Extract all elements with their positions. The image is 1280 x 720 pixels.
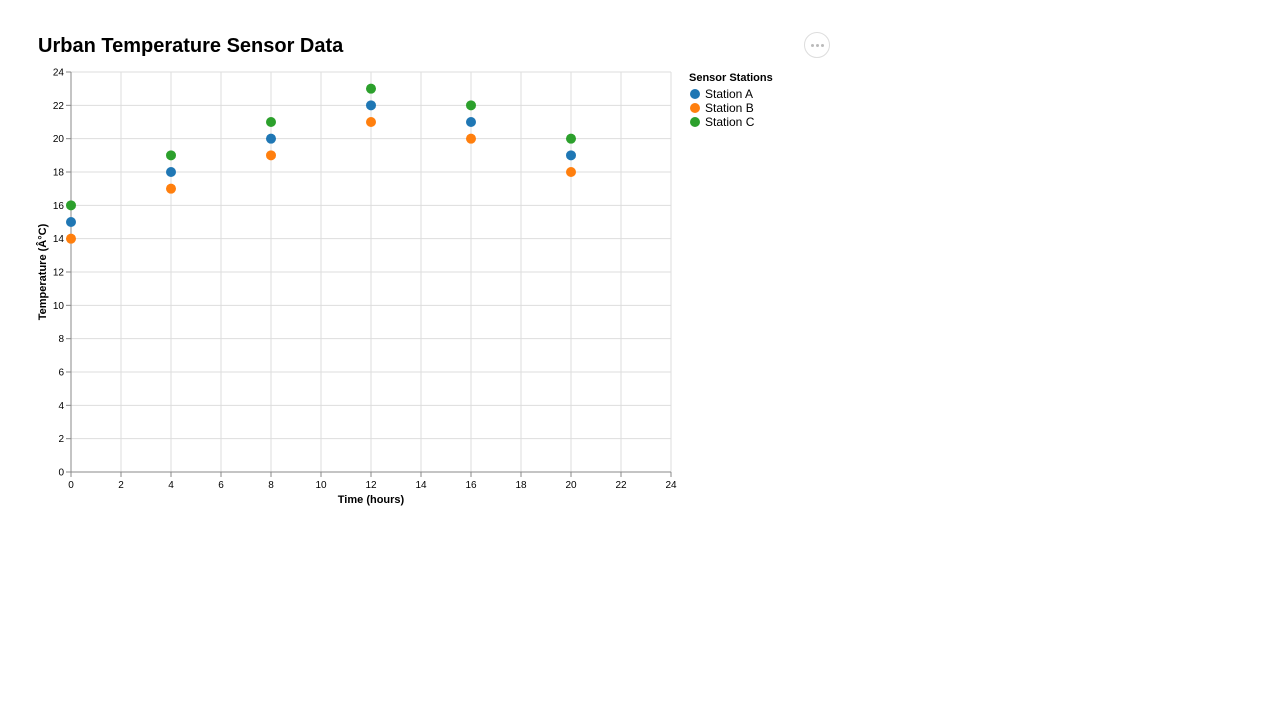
y-axis-title: Temperature (Â°C) bbox=[36, 223, 49, 320]
legend-marker bbox=[690, 89, 700, 99]
y-tick-label: 22 bbox=[53, 101, 65, 112]
y-tick-label: 10 bbox=[53, 301, 65, 312]
data-point bbox=[566, 133, 576, 144]
legend-label: Station B bbox=[705, 101, 754, 115]
data-points bbox=[66, 83, 576, 244]
page-title: Urban Temperature Sensor Data bbox=[38, 35, 344, 57]
data-point bbox=[266, 117, 276, 127]
data-point bbox=[66, 200, 76, 211]
y-tick-label: 24 bbox=[53, 68, 65, 79]
x-tick-label: 16 bbox=[465, 480, 477, 491]
x-axis-title: Time (hours) bbox=[338, 494, 405, 506]
data-point bbox=[366, 83, 376, 94]
x-tick-label: 12 bbox=[365, 480, 377, 491]
x-tick-label: 20 bbox=[565, 480, 577, 491]
legend-marker bbox=[690, 117, 700, 127]
y-tick-label: 12 bbox=[53, 268, 65, 279]
x-tick-label: 0 bbox=[68, 480, 74, 491]
y-tick-label: 20 bbox=[53, 134, 65, 145]
legend-label: Station A bbox=[705, 87, 753, 101]
grid bbox=[70, 71, 672, 473]
x-tick-label: 10 bbox=[315, 480, 327, 491]
y-tick-label: 8 bbox=[58, 334, 64, 345]
x-tick-label: 6 bbox=[218, 480, 224, 491]
x-tick-label: 24 bbox=[665, 480, 677, 491]
y-tick-label: 0 bbox=[58, 468, 64, 479]
data-point bbox=[366, 100, 376, 111]
axes: 0 2 4 6 8 10 12 14 16 18 20 22 240246810121416182022… bbox=[53, 68, 677, 492]
x-tick-label: 4 bbox=[168, 480, 174, 491]
more-horizontal-icon bbox=[810, 43, 814, 47]
y-tick-label: 18 bbox=[53, 168, 65, 179]
y-tick-label: 2 bbox=[58, 434, 64, 445]
y-tick-label: 6 bbox=[58, 368, 64, 379]
x-tick-label: 2 bbox=[118, 480, 124, 491]
x-tick-label: 8 bbox=[268, 480, 274, 491]
data-point bbox=[566, 167, 576, 177]
y-tick-label: 4 bbox=[58, 401, 64, 412]
x-tick-label: 18 bbox=[515, 480, 527, 491]
data-point bbox=[166, 183, 176, 194]
data-point bbox=[466, 100, 476, 111]
data-point bbox=[466, 133, 476, 144]
data-point bbox=[166, 150, 176, 161]
data-point bbox=[166, 167, 176, 177]
data-point bbox=[266, 133, 276, 144]
legend-label: Station C bbox=[705, 115, 755, 129]
legend-marker bbox=[690, 103, 700, 113]
x-tick-label: 22 bbox=[615, 480, 627, 491]
y-tick-label: 14 bbox=[53, 234, 65, 245]
data-point bbox=[66, 233, 76, 244]
data-point bbox=[466, 117, 476, 127]
data-point bbox=[566, 150, 576, 161]
legend-title: Sensor Stations bbox=[689, 72, 773, 84]
data-point bbox=[266, 150, 276, 161]
data-point bbox=[366, 117, 376, 127]
x-tick-label: 14 bbox=[415, 480, 427, 491]
y-tick-label: 16 bbox=[53, 201, 65, 212]
data-point bbox=[66, 217, 76, 227]
more-horizontal-icon bbox=[815, 43, 819, 47]
more-horizontal-icon bbox=[820, 43, 824, 47]
chart-actions-menu-button[interactable] bbox=[804, 32, 830, 58]
